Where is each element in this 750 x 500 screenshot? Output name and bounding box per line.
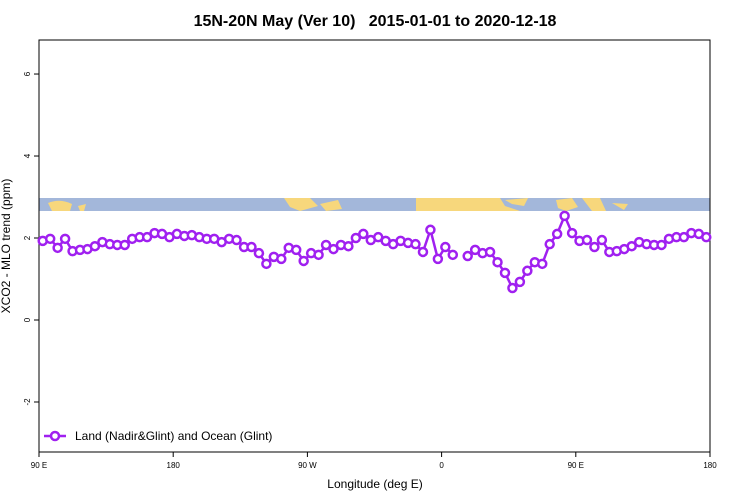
data-point xyxy=(678,231,690,243)
data-point xyxy=(410,238,421,250)
data-point xyxy=(462,250,473,262)
data-point xyxy=(566,227,578,239)
data-point xyxy=(589,241,600,253)
data-point xyxy=(544,238,555,250)
data-point xyxy=(89,240,101,252)
legend-marker xyxy=(49,430,61,442)
y-tick-label: -2 xyxy=(23,398,32,406)
data-point xyxy=(492,256,503,268)
x-tick-label: 90 W xyxy=(298,461,317,470)
data-point xyxy=(119,239,130,251)
data-point xyxy=(358,228,369,240)
data-point xyxy=(253,247,265,259)
y-axis-label: XCO2 - MLO trend (ppm) xyxy=(0,179,13,314)
data-point xyxy=(626,240,637,252)
data-point xyxy=(656,239,667,251)
data-point xyxy=(246,241,257,253)
y-tick-label: 0 xyxy=(23,317,32,322)
y-tick-label: 6 xyxy=(23,71,32,76)
data-point xyxy=(261,258,272,270)
legend-label: Land (Nadir&Glint) and Ocean (Glint) xyxy=(75,429,272,443)
y-tick-label: 2 xyxy=(23,235,32,240)
data-point xyxy=(425,224,436,236)
data-point xyxy=(59,233,71,245)
map-strip xyxy=(39,198,710,211)
y-tick-label: 4 xyxy=(23,153,32,158)
data-point xyxy=(701,231,712,243)
data-point xyxy=(231,234,242,246)
data-point xyxy=(417,246,429,258)
data-point xyxy=(432,253,444,265)
data-point xyxy=(514,276,526,288)
data-point xyxy=(596,234,608,246)
data-point xyxy=(507,282,518,294)
data-point xyxy=(44,233,56,245)
data-point xyxy=(141,231,153,243)
data-point xyxy=(559,210,570,222)
x-axis-label: Longitude (deg E) xyxy=(327,477,422,491)
data-point xyxy=(447,249,459,261)
data-point xyxy=(328,243,339,255)
data-point xyxy=(350,232,362,244)
chart-title: 15N-20N May (Ver 10) 2015-01-01 to 2020-… xyxy=(194,13,557,30)
data-point xyxy=(298,255,309,267)
data-point xyxy=(537,258,548,270)
x-tick-label: 180 xyxy=(167,461,181,470)
data-point xyxy=(52,242,63,254)
plot-frame xyxy=(38,39,711,453)
data-point xyxy=(276,253,287,265)
x-tick-label: 90 E xyxy=(568,461,584,470)
data-point xyxy=(320,239,332,251)
data-point xyxy=(343,240,354,252)
data-point xyxy=(484,246,496,258)
data-point xyxy=(290,244,302,256)
x-tick-label: 180 xyxy=(703,461,717,470)
x-tick-label: 90 E xyxy=(31,461,47,470)
data-point xyxy=(313,249,324,261)
data-point xyxy=(581,234,593,246)
data-point xyxy=(522,265,533,277)
data-point xyxy=(551,228,563,240)
data-point xyxy=(440,241,451,253)
x-tick-label: 0 xyxy=(439,461,444,470)
data-point xyxy=(499,267,511,279)
